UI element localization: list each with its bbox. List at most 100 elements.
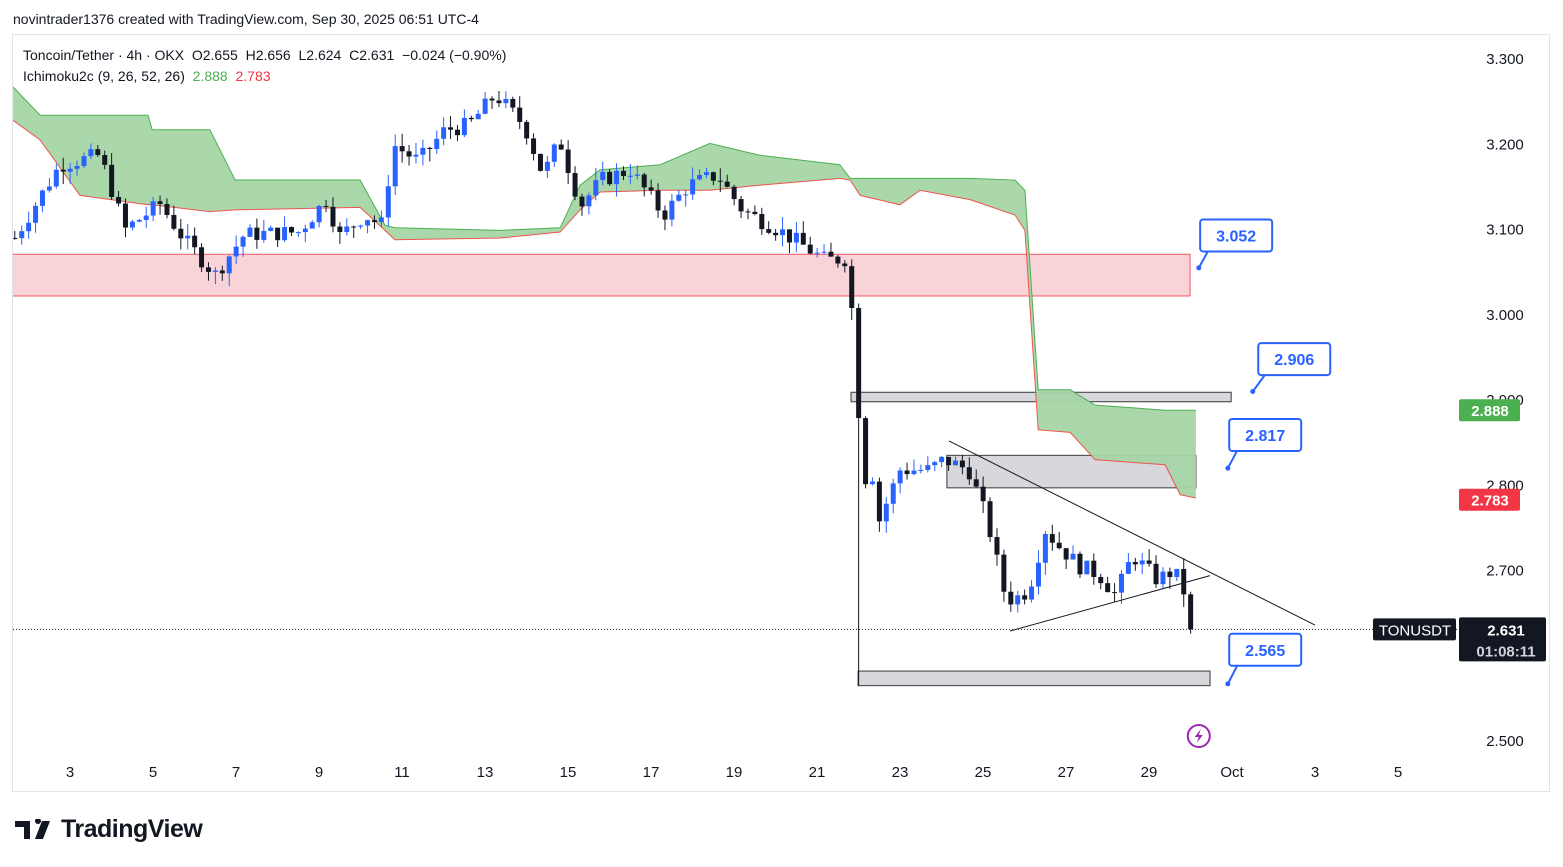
candle-body: [697, 175, 703, 180]
candle-body: [454, 129, 460, 136]
candle: [648, 179, 654, 195]
candle-body: [461, 117, 467, 136]
candle: [171, 205, 177, 231]
candle: [406, 144, 412, 166]
lightning-event-icon[interactable]: [1186, 724, 1211, 748]
candle: [517, 96, 523, 130]
candle: [697, 169, 703, 181]
candle: [551, 143, 557, 167]
callout-box: [1199, 218, 1274, 253]
candle: [531, 133, 537, 161]
candle: [537, 153, 543, 172]
candle-body: [614, 170, 620, 185]
ichimoku-span-a-line: [13, 86, 1196, 411]
symbol-badge-bg: [1373, 618, 1456, 641]
indicator-row: Ichimoku2c (9, 26, 52, 26) 2.888 2.783: [23, 66, 506, 87]
x-axis-tick-label: 19: [726, 764, 743, 781]
candle: [869, 477, 875, 486]
x-axis-tick-label: 17: [643, 764, 660, 781]
candle-body: [911, 470, 917, 475]
candle: [863, 416, 869, 489]
ichimoku-cloud: [13, 87, 1196, 499]
candle: [918, 464, 924, 474]
candle-body: [780, 229, 786, 236]
candle-body: [510, 98, 516, 108]
candle: [946, 456, 952, 471]
callout-anchor: [1196, 265, 1202, 271]
candle: [95, 144, 101, 157]
candle: [475, 109, 481, 120]
candle-body: [883, 503, 889, 522]
callout-anchor: [1225, 681, 1231, 687]
tradingview-logo[interactable]: TradingView: [15, 815, 203, 844]
trendline: [948, 440, 1316, 626]
candle-body: [828, 251, 834, 257]
callout-label[interactable]: 2.565: [1245, 643, 1285, 660]
candle: [454, 125, 460, 142]
candle: [1042, 530, 1048, 575]
callout-label[interactable]: 3.052: [1216, 228, 1256, 245]
candle: [74, 160, 80, 176]
candle-body: [537, 153, 543, 171]
candle-body: [420, 147, 426, 155]
logo-text: TradingView: [61, 815, 203, 843]
candle: [1029, 579, 1035, 603]
trendline: [1009, 575, 1211, 632]
candle-body: [863, 418, 869, 485]
candle-body: [309, 222, 315, 229]
candle: [1084, 560, 1090, 575]
candle: [413, 142, 419, 164]
candle: [330, 197, 336, 233]
candle: [842, 260, 848, 273]
candle: [1077, 551, 1083, 579]
x-axis-tick-label: 23: [892, 764, 909, 781]
candle: [544, 155, 550, 178]
candle-body: [302, 228, 308, 233]
candle-body: [288, 227, 294, 233]
candle-body: [1091, 560, 1097, 577]
candle-body: [489, 98, 495, 101]
candle-body: [565, 149, 571, 174]
callout-label[interactable]: 2.906: [1274, 352, 1314, 369]
chart-frame[interactable]: [12, 34, 1550, 792]
candle-body: [1015, 595, 1021, 605]
candle-body: [1008, 591, 1014, 605]
candle: [890, 478, 896, 514]
candle-body: [620, 170, 626, 177]
candle-body: [766, 229, 772, 233]
candle-body: [95, 149, 101, 156]
candle-body: [468, 117, 474, 120]
last-price-badge-bg: [1459, 617, 1546, 662]
candle-body: [157, 201, 163, 204]
candle: [738, 195, 744, 219]
candle-body: [821, 251, 827, 253]
close-value: C2.631: [349, 47, 395, 63]
candle: [116, 190, 122, 207]
candle: [247, 224, 253, 238]
x-axis-tick-label: 3: [66, 764, 74, 781]
candle: [966, 457, 972, 485]
candle: [1167, 567, 1173, 589]
candle-body: [1160, 571, 1166, 585]
open-value: O2.655: [191, 47, 238, 63]
callout-label[interactable]: 2.817: [1245, 428, 1285, 445]
candle-body: [1029, 586, 1035, 600]
symbol-info[interactable]: Toncoin/Tether · 4h · OKX: [23, 47, 185, 63]
chart-legend: Toncoin/Tether · 4h · OKX O2.655 H2.656 …: [23, 45, 506, 87]
candle-body: [129, 221, 135, 228]
candle-body: [551, 144, 557, 162]
candle-body: [1132, 562, 1138, 565]
candle-body: [904, 470, 910, 475]
candle: [39, 189, 45, 213]
candle-body: [13, 238, 18, 240]
candle-body: [627, 175, 633, 177]
candle: [883, 497, 889, 533]
lightning-bolt: [1194, 729, 1203, 743]
candle-body: [669, 200, 675, 220]
indicator-name[interactable]: Ichimoku2c (9, 26, 52, 26): [23, 68, 185, 84]
candle: [309, 220, 315, 229]
candle: [876, 477, 882, 532]
candle: [261, 219, 267, 243]
y-axis-tick-label: 2.700: [1486, 563, 1524, 580]
